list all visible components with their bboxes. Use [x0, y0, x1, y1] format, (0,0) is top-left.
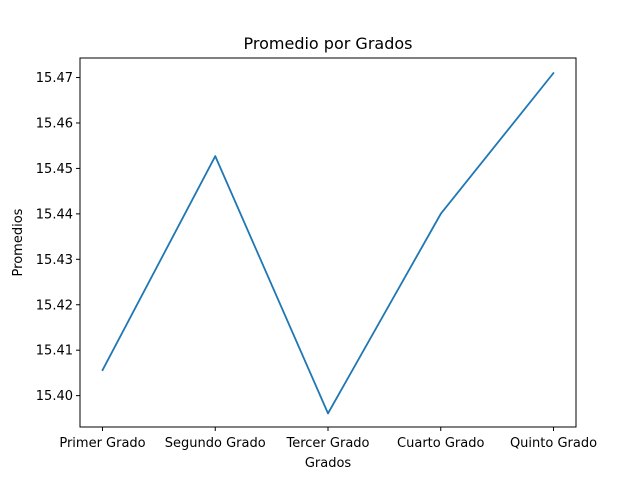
y-tick-label: 15.44 — [36, 207, 73, 222]
x-tick-label: Primer Grado — [59, 436, 145, 451]
data-point — [439, 212, 442, 215]
y-tick-label: 15.46 — [36, 116, 73, 131]
data-point — [327, 412, 329, 415]
y-axis: 15.40 15.41 15.42 15.43 15.44 15.45 15.46 15.47 — [36, 71, 80, 404]
data-point — [101, 369, 104, 372]
chart-title: Promedio por Grados — [244, 34, 413, 53]
x-tick-label: Cuarto Grado — [397, 436, 484, 451]
series-layer — [101, 72, 555, 415]
y-tick-label: 15.40 — [36, 389, 73, 404]
y-tick-label: 15.45 — [36, 162, 73, 177]
x-tick-label: Tercer Grado — [285, 436, 369, 451]
data-point — [214, 155, 217, 158]
x-tick-label: Quinto Grado — [510, 436, 597, 451]
x-tick-label: Segundo Grado — [165, 436, 266, 451]
y-tick-label: 15.47 — [36, 71, 73, 86]
y-axis-label: Promedios — [11, 208, 26, 276]
data-point — [552, 72, 555, 74]
x-axis: Primer Grado Segundo Grado Tercer Grado Cua… — [59, 427, 597, 451]
y-tick-label: 15.42 — [36, 298, 73, 313]
plot-frame — [79, 57, 577, 428]
y-tick-label: 15.41 — [36, 344, 73, 359]
x-axis-label: Grados — [305, 456, 352, 471]
y-tick-label: 15.43 — [36, 253, 73, 268]
